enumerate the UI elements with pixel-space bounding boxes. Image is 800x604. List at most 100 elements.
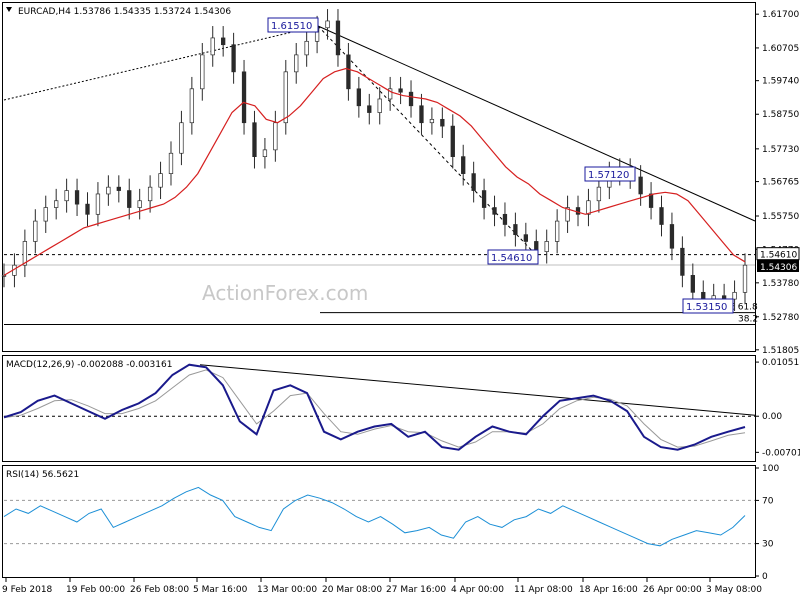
candle-body [419,105,424,124]
triangle-down-icon [6,7,12,12]
candle-body [513,224,518,236]
candle-body [43,207,48,222]
candle-body [252,122,257,157]
candle-body [586,200,591,215]
candle-body [189,88,195,124]
x-tick-label: 26 Apr 00:00 [643,585,702,595]
macd-tick-label: -0.007014 [762,448,800,458]
rsi-tick-label: 70 [762,496,774,506]
candle-body [1,275,7,277]
candle-body [450,125,455,157]
support-price-tag [756,247,800,261]
price-annotation-label: 1.54610 [491,253,532,264]
candle-body [33,220,38,242]
macd-panel-frame [2,355,756,462]
macd-line [3,363,746,451]
x-tick-label: 19 Feb 00:00 [66,585,125,595]
candle-body [325,20,330,29]
macd-tick-label: 0.00 [762,412,782,422]
candle-body [22,241,28,266]
candle-body [85,203,90,215]
price-tick-label: 1.55750 [762,212,799,222]
candle-body [304,40,309,56]
price-tick-label: 1.57730 [762,145,799,155]
rsi-tick-label: 30 [762,540,774,550]
candle-body [481,190,487,208]
rsi-line [3,486,746,547]
price-tick-label: 1.59740 [762,77,799,87]
candle-body [492,207,497,215]
candlesticks [1,9,748,311]
candle-body [554,220,560,242]
candle-body [335,20,341,56]
candle-body [388,88,393,100]
falling-trendline [317,25,756,222]
candle-body [377,98,382,113]
candle-body [356,88,361,107]
candle-body [429,118,435,124]
macd-tick-label: 0.010511 [762,358,800,368]
candle-body [680,247,685,276]
macd-signal-line [3,369,746,448]
candle-body [523,234,528,242]
candle-body [638,176,643,195]
candle-body [137,200,142,208]
x-tick-label: 20 Mar 08:00 [322,585,382,595]
candle-body [221,37,226,46]
candle-body [179,122,184,154]
macd-trendline [199,364,756,416]
x-tick-label: 13 Mar 00:00 [257,585,317,595]
price-tick-label: 1.51805 [762,346,799,356]
macd-panel: 0.010511 0.00 -0.007014 [3,358,800,458]
candle-body [106,186,111,195]
x-tick-label: 4 Apr 00:00 [451,585,504,595]
candle-body [742,264,748,293]
candle-body [659,207,664,225]
price-annotation-box [584,166,636,182]
price-tick-label: 1.58750 [762,110,799,120]
candle-body [565,207,570,222]
candle-body [461,156,466,174]
candle-body [367,105,372,113]
candle-body [158,173,163,188]
price-annotation-box [487,249,539,265]
candle-body [200,54,205,90]
watermark: ActionForex.com [202,281,368,305]
price-annotation-label: 1.61510 [271,21,312,32]
rsi-panel-frame [2,465,756,578]
candle-body [648,193,654,208]
x-tick-label: 3 May 08:00 [706,585,762,595]
chart-header: EURCAD,H4 1.53786 1.54335 1.53724 1.5430… [18,7,231,17]
x-tick-label: 5 Mar 16:00 [193,585,248,595]
price-annotation-box [267,17,319,33]
fib-label-382: 38.2 [738,315,758,325]
moving-average-line [3,67,746,276]
price-tick-label: 1.53780 [762,279,799,289]
candle-body [690,275,695,293]
price-annotation-box [682,298,734,314]
rsi-tick-label: 0 [762,572,768,582]
candle-body [262,149,268,157]
candle-body [64,190,69,202]
candle-body [116,186,121,191]
candle-body [408,91,414,107]
price-panel-frame [2,2,756,352]
macd-label: MACD(12,26,9) -0.002088 -0.003161 [6,360,172,370]
candle-body [346,54,351,90]
candle-body [147,186,153,202]
candle-body [398,88,403,93]
candle-body [471,173,476,191]
candle-body [294,54,299,73]
candle-body [732,291,737,300]
candle-body [701,291,706,300]
x-tick-label: 18 Apr 16:00 [579,585,638,595]
projection-line [317,25,539,258]
candle-body [283,71,288,124]
current-price-label: 1.54306 [760,263,797,273]
candle-body [95,193,101,215]
candle-body [596,186,602,202]
candle-body [502,213,508,225]
support-price-label: 1.54610 [760,251,797,261]
candle-body [231,44,236,73]
